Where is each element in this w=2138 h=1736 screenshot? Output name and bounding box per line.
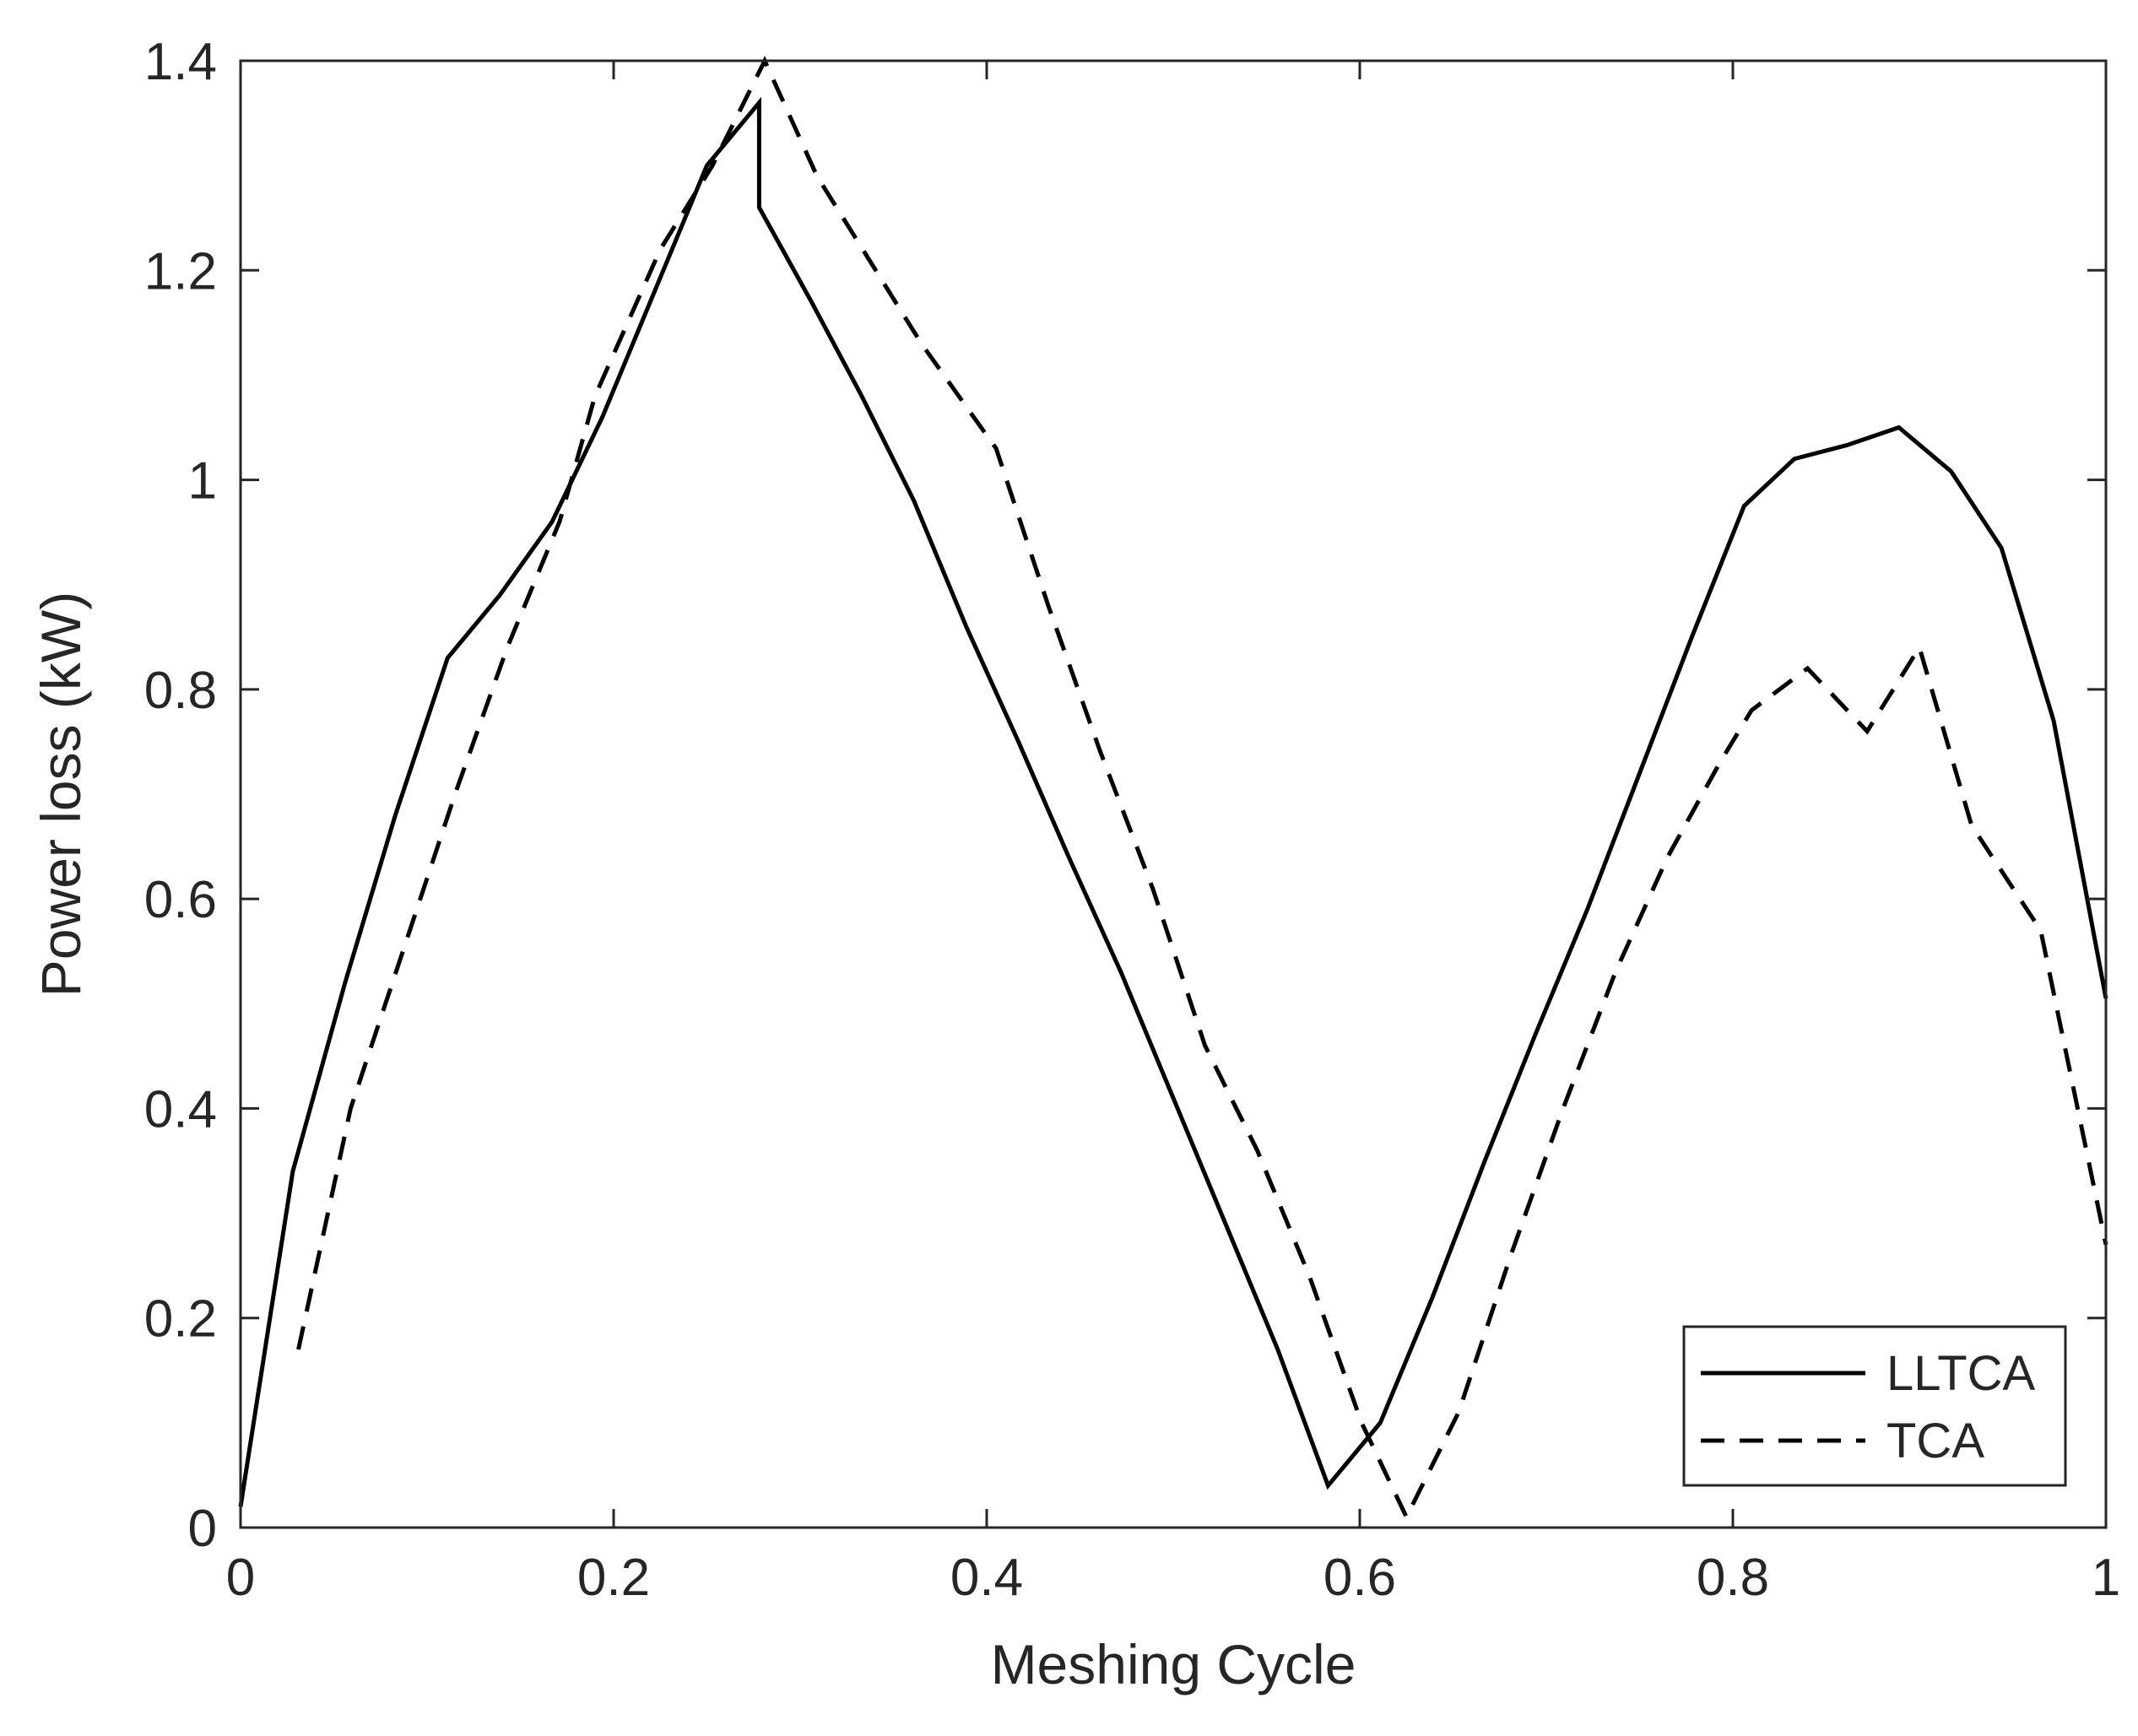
x-tick-label: 1 bbox=[2092, 1549, 2120, 1607]
x-tick-label: 0.2 bbox=[577, 1549, 650, 1607]
series-line-lltca bbox=[238, 96, 2108, 1507]
legend: LLTCA TCA bbox=[1682, 1325, 2067, 1487]
y-tick-label: 1.4 bbox=[144, 33, 217, 91]
legend-label-tca: TCA bbox=[1886, 1414, 1984, 1468]
legend-box bbox=[1682, 1325, 2067, 1487]
x-tick-label: 0.4 bbox=[950, 1549, 1023, 1607]
axis-tick-labels: 0 0.2 0.4 0.6 0.8 1 0 0.2 0.4 0.6 0.8 1 1.2 1.4 bbox=[144, 33, 2120, 1607]
x-tick-label: 0.6 bbox=[1323, 1549, 1396, 1607]
legend-label-lltca: LLTCA bbox=[1886, 1346, 2036, 1401]
y-tick-label: 0.4 bbox=[144, 1080, 217, 1138]
y-tick-label: 1.2 bbox=[144, 242, 217, 300]
y-tick-label: 1 bbox=[188, 452, 217, 511]
x-axis-title: Meshing Cycle bbox=[991, 1633, 1356, 1695]
series-line-tca bbox=[296, 56, 2108, 1522]
y-tick-label: 0.6 bbox=[144, 871, 217, 929]
plot-area bbox=[238, 56, 2108, 1522]
axes-frame bbox=[239, 59, 2108, 1529]
y-tick-label: 0 bbox=[188, 1500, 217, 1558]
x-tick-label: 0 bbox=[226, 1549, 255, 1607]
y-axis-title: Power loss (kW) bbox=[30, 592, 92, 997]
y-tick-label: 0.8 bbox=[144, 662, 217, 720]
x-tick-label: 0.8 bbox=[1697, 1549, 1769, 1607]
y-tick-label: 0.2 bbox=[144, 1290, 217, 1349]
